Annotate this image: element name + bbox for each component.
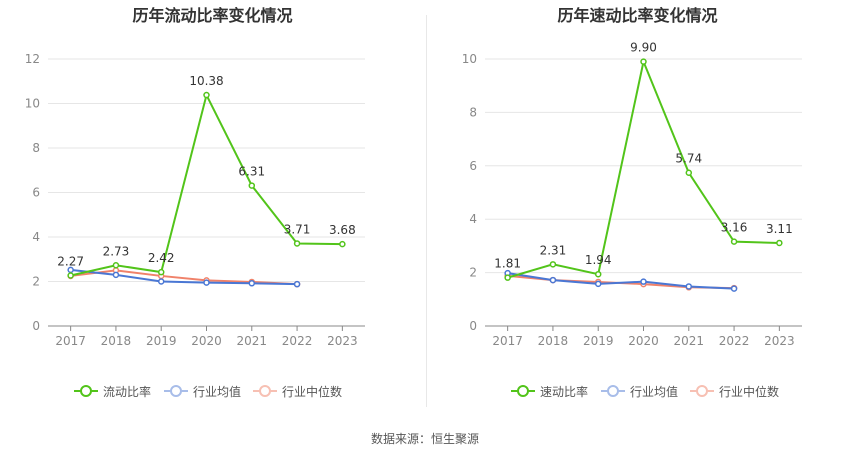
y-tick-label: 6 [469, 159, 477, 173]
x-tick-label: 2023 [327, 334, 358, 348]
x-tick-label: 2022 [719, 334, 750, 348]
data-label: 1.81 [494, 257, 521, 271]
legend: 速动比率 行业均值 行业中位数 [425, 381, 850, 401]
data-point [339, 240, 346, 248]
quick-ratio-chart: 0 2 4 6 8 10 2017 2018 2019 2020 2021 2022 2023 1.81 2… [462, 41, 802, 348]
data-source-note: 数据来源：恒生聚源 [370, 432, 479, 446]
data-point [594, 280, 602, 288]
x-tick-label: 2019 [146, 334, 177, 348]
data-point [248, 182, 256, 189]
legend-line-icon [74, 385, 98, 397]
data-point [549, 276, 557, 284]
data-point [67, 272, 74, 279]
y-tick-label: 6 [32, 186, 40, 200]
legend-label: 行业中位数 [719, 384, 780, 399]
data-point [112, 271, 120, 279]
series-line [507, 272, 735, 290]
legend-item-industry-average[interactable]: 行业均值 [601, 381, 678, 401]
data-label: 9.90 [630, 41, 657, 55]
chart-title: 历年速动比率变化情况 [557, 6, 718, 25]
x-tick-label: 2021 [674, 334, 705, 348]
chart-title: 历年流动比率变化情况 [132, 6, 293, 25]
data-label: 2.31 [540, 243, 567, 257]
legend-line-icon [690, 385, 714, 397]
series-line [70, 268, 298, 286]
data-point [248, 280, 256, 287]
data-point [504, 274, 511, 281]
x-tick-label: 2018 [101, 334, 132, 348]
legend-item-quick-ratio[interactable]: 速动比率 [511, 381, 588, 401]
data-label: 3.16 [721, 221, 748, 235]
data-point [730, 285, 738, 292]
data-point [157, 278, 165, 285]
x-tick-label: 2021 [237, 334, 268, 348]
data-point [685, 169, 693, 176]
data-label: 3.68 [329, 223, 356, 237]
legend-label: 行业均值 [193, 384, 242, 399]
x-tick-label: 2019 [583, 334, 614, 348]
legend-label: 行业中位数 [282, 384, 343, 399]
data-label: 5.74 [675, 152, 702, 166]
data-label: 6.31 [238, 165, 265, 179]
y-tick-label: 8 [469, 105, 477, 119]
legend-label: 速动比率 [540, 384, 589, 399]
x-tick-label: 2020 [628, 334, 659, 348]
data-label: 1.94 [585, 253, 612, 267]
legend-line-icon [253, 385, 277, 397]
data-label: 2.73 [103, 244, 130, 258]
current-ratio-chart: 0 2 4 6 8 10 12 2017 2018 2019 2020 2021 2022 2023 2.2… [25, 52, 365, 348]
panel-divider [426, 15, 427, 407]
y-tick-label: 8 [32, 141, 40, 155]
data-point [203, 279, 210, 286]
data-point [640, 58, 647, 65]
current-ratio-chart-panel: 历年流动比率变化情况 0 2 4 6 8 10 12 2017 2018 2019 2020 2021… [0, 0, 425, 420]
legend-item-current-ratio[interactable]: 流动比率 [74, 381, 151, 401]
y-tick-label: 12 [25, 52, 40, 66]
legend-line-icon [511, 385, 535, 397]
y-tick-label: 0 [32, 319, 40, 333]
y-tick-label: 2 [469, 266, 477, 280]
data-label: 10.38 [189, 74, 223, 88]
data-point [549, 261, 557, 268]
data-point [776, 239, 783, 247]
legend-item-industry-average[interactable]: 行业均值 [164, 381, 241, 401]
x-tick-label: 2017 [492, 334, 523, 348]
x-tick-label: 2022 [282, 334, 313, 348]
data-point [594, 270, 602, 278]
legend-item-industry-median[interactable]: 行业中位数 [690, 381, 779, 401]
y-tick-label: 4 [32, 230, 40, 244]
legend-label: 流动比率 [103, 384, 152, 399]
x-tick-label: 2020 [191, 334, 222, 348]
x-tick-label: 2018 [538, 334, 569, 348]
data-point [293, 240, 301, 247]
y-tick-label: 4 [469, 212, 477, 226]
y-tick-label: 2 [32, 275, 40, 289]
data-point [157, 268, 165, 276]
legend-item-industry-median[interactable]: 行业中位数 [253, 381, 342, 401]
data-point [293, 280, 301, 288]
data-label: 3.11 [766, 222, 793, 236]
legend: 流动比率 行业均值 行业中位数 [0, 381, 425, 401]
data-label: 2.27 [57, 254, 84, 268]
data-point [730, 238, 738, 245]
data-point [685, 283, 693, 290]
data-point [203, 91, 210, 99]
x-tick-label: 2017 [55, 334, 86, 348]
quick-ratio-chart-panel: 历年速动比率变化情况 0 2 4 6 8 10 2017 2018 2019 2020 2021 20… [425, 0, 850, 420]
legend-label: 行业均值 [630, 384, 679, 399]
legend-line-icon [164, 385, 188, 397]
data-label: 2.42 [148, 251, 175, 265]
y-tick-label: 0 [469, 319, 477, 333]
data-point [640, 278, 647, 285]
x-tick-label: 2023 [764, 334, 795, 348]
y-tick-label: 10 [462, 52, 477, 66]
data-point [112, 262, 120, 269]
data-label: 3.71 [284, 222, 311, 236]
series-line [70, 269, 298, 286]
y-tick-label: 10 [25, 97, 40, 111]
legend-line-icon [601, 385, 625, 397]
